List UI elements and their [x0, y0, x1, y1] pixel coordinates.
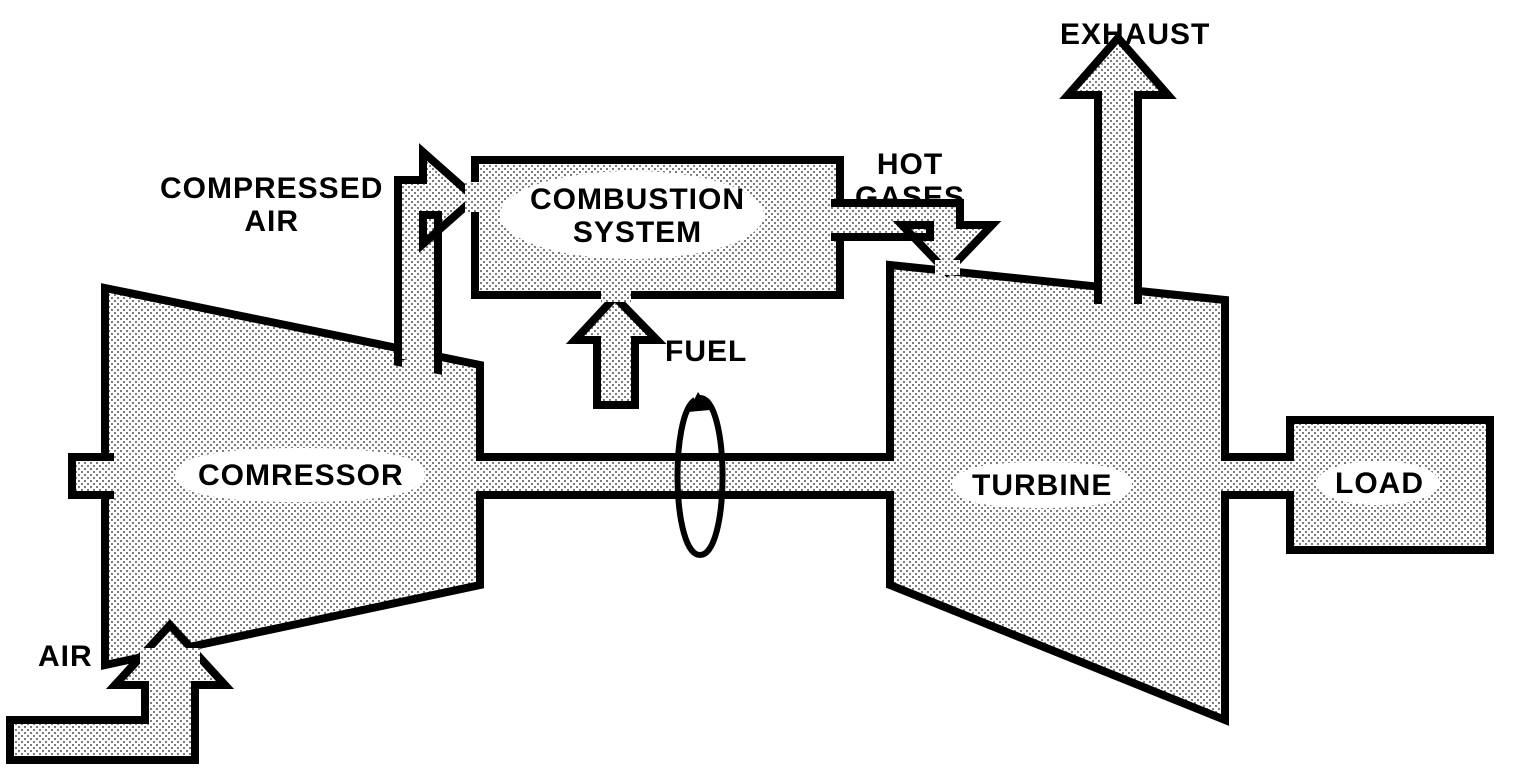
- combustion-system-label: COMBUSTION SYSTEM: [530, 183, 745, 249]
- exhaust-arrow: [1068, 38, 1168, 300]
- load-label: LOAD: [1335, 467, 1424, 500]
- hot-gases-label: HOT GASES: [855, 148, 965, 214]
- compressor-label: COMRESSOR: [198, 459, 404, 492]
- gas-turbine-diagram: EXHAUST COMPRESSED AIR COMBUSTION SYSTEM…: [0, 0, 1535, 777]
- turbine-label: TURBINE: [972, 469, 1112, 502]
- fuel-label: FUEL: [665, 335, 747, 368]
- compressed-air-arrow: [398, 152, 475, 370]
- air-label: AIR: [38, 640, 93, 673]
- shaft: [480, 457, 890, 495]
- compressed-air-label: COMPRESSED AIR: [160, 172, 383, 238]
- fuel-arrow: [575, 297, 657, 405]
- exhaust-label: EXHAUST: [1060, 18, 1210, 51]
- diagram-svg: [0, 0, 1535, 777]
